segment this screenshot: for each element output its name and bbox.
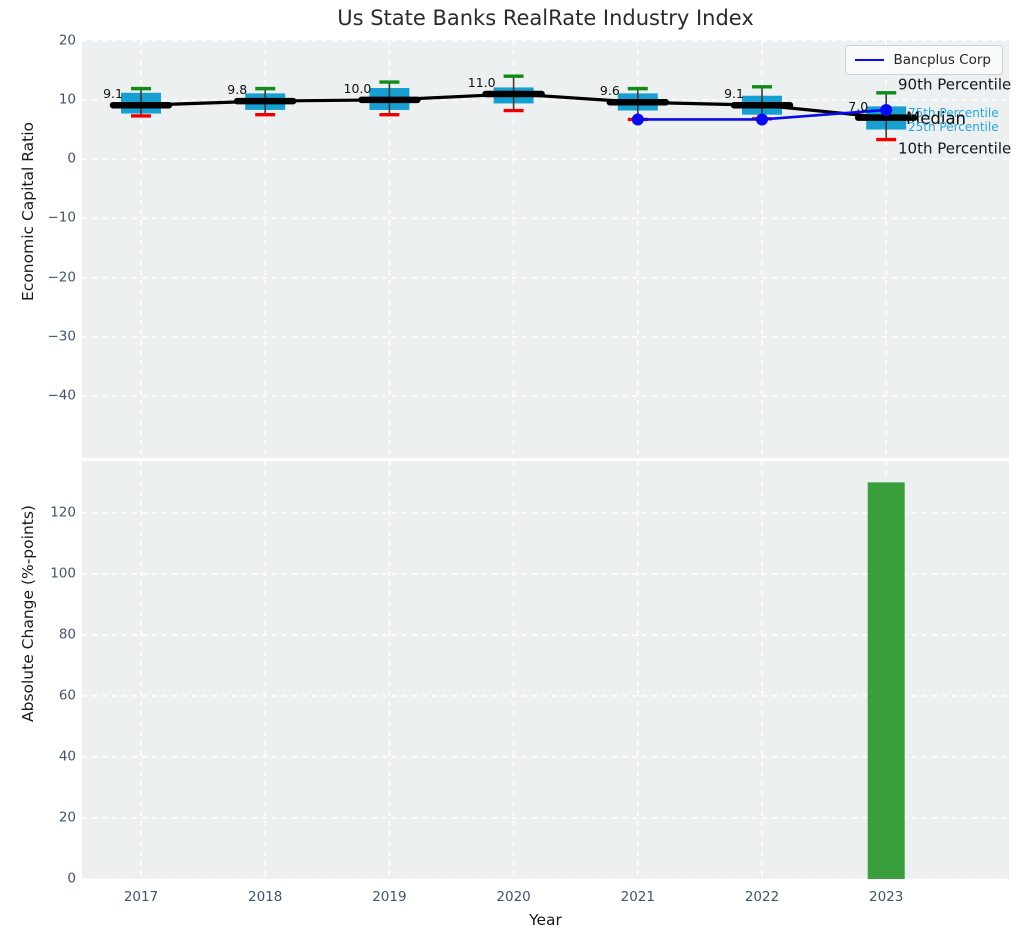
annotation-25th-percentile: 25th Percentile bbox=[908, 121, 999, 133]
x-tick-label: 2019 bbox=[354, 891, 424, 905]
top-chart-svg bbox=[82, 40, 1009, 458]
x-tick-label: 2017 bbox=[106, 891, 176, 905]
bar-2023 bbox=[868, 482, 905, 879]
legend-label: Bancplus Corp bbox=[893, 52, 991, 68]
median-value-label: 11.0 bbox=[452, 77, 496, 90]
y-tick-label: 100 bbox=[14, 567, 76, 581]
y-tick-label: 80 bbox=[14, 628, 76, 642]
x-tick-label: 2020 bbox=[479, 891, 549, 905]
y-tick-label: −10 bbox=[14, 212, 76, 226]
median-value-label: 10.0 bbox=[327, 83, 371, 96]
x-tick-label: 2021 bbox=[603, 891, 673, 905]
bottom-chart-svg bbox=[82, 461, 1009, 879]
y-tick-label: −30 bbox=[14, 330, 76, 344]
x-tick-label: 2023 bbox=[851, 891, 921, 905]
y-tick-label: −40 bbox=[14, 390, 76, 404]
median-value-label: 9.8 bbox=[203, 84, 247, 97]
x-tick-label: 2018 bbox=[230, 891, 300, 905]
median-value-label: 9.6 bbox=[576, 85, 620, 98]
annotation-90th-percentile: 90th Percentile bbox=[898, 77, 1011, 92]
x-axis-label: Year bbox=[82, 911, 1009, 929]
y-tick-label: 0 bbox=[14, 152, 76, 166]
top-axes: Bancplus Corp 90th Percentile 75th Perce… bbox=[82, 40, 1009, 458]
median-value-label: 7.0 bbox=[824, 101, 868, 114]
bancplus-point bbox=[756, 113, 768, 125]
y-tick-label: 60 bbox=[14, 689, 76, 703]
y-tick-label: 20 bbox=[14, 811, 76, 825]
y-tick-label: 40 bbox=[14, 750, 76, 764]
bancplus-point bbox=[880, 104, 892, 116]
median-value-label: 9.1 bbox=[79, 88, 123, 101]
bottom-axes bbox=[82, 461, 1009, 879]
y-tick-label: −20 bbox=[14, 271, 76, 285]
y-tick-label: 120 bbox=[14, 506, 76, 520]
legend-line-bancplus bbox=[855, 59, 884, 61]
x-tick-label: 2022 bbox=[727, 891, 797, 905]
y-tick-label: 20 bbox=[14, 34, 76, 48]
figure: Us State Banks RealRate Industry Index E… bbox=[0, 0, 1034, 942]
legend: Bancplus Corp bbox=[845, 45, 1003, 75]
annotation-10th-percentile: 10th Percentile bbox=[898, 141, 1011, 156]
median-value-label: 9.1 bbox=[700, 88, 744, 101]
bancplus-point bbox=[632, 113, 644, 125]
y-tick-label: 0 bbox=[14, 872, 76, 886]
chart-title: Us State Banks RealRate Industry Index bbox=[82, 6, 1009, 30]
y-tick-label: 10 bbox=[14, 93, 76, 107]
